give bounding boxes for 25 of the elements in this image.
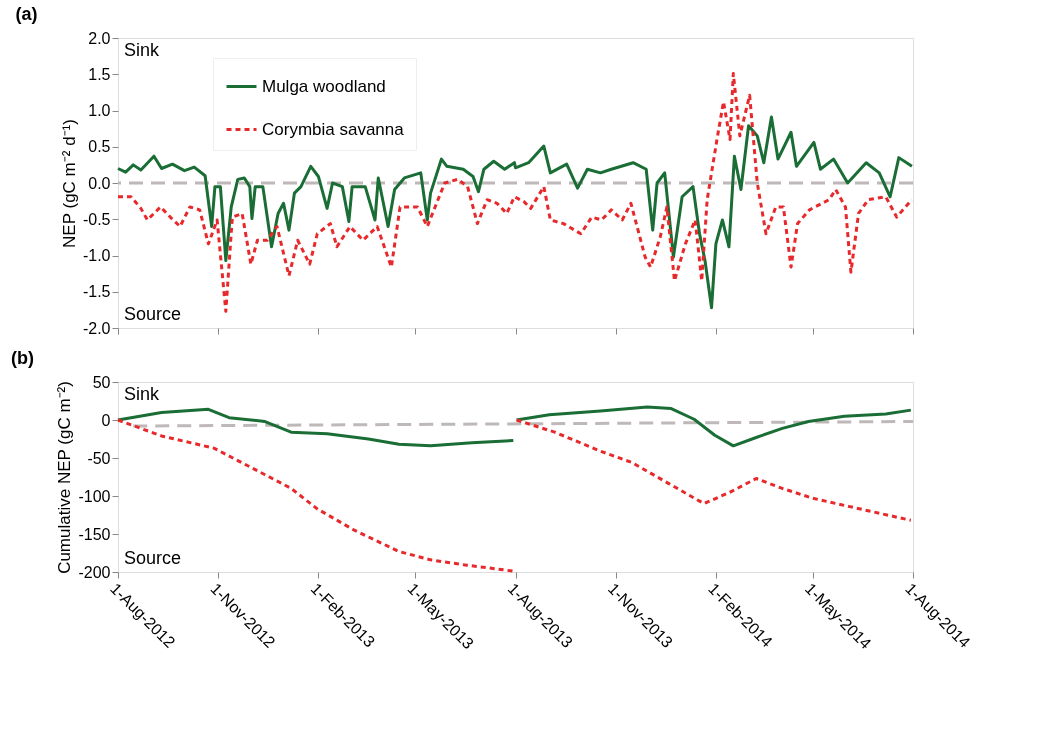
y-tick-label: -1.5: [82, 283, 111, 301]
annotation: Source: [124, 548, 182, 568]
y-tick-label: -50: [87, 449, 111, 467]
legend-label: Mulga woodland: [262, 76, 386, 96]
y-tick-label: -2.0: [82, 319, 111, 337]
y-tick-label: -0.5: [82, 210, 111, 228]
y-tick-label: -1.0: [82, 247, 111, 264]
y-axis-title: NEP (gC m⁻² d⁻¹): [59, 119, 79, 248]
y-tick-label: -100: [78, 487, 111, 505]
y-tick-label: 0: [101, 411, 111, 429]
y-tick-label: 2.0: [88, 29, 111, 47]
legend-label: Corymbia savanna: [262, 119, 405, 139]
annotation: Sink: [124, 40, 161, 60]
y-tick-label: 50: [92, 373, 111, 391]
y-axis-title: Cumulative NEP (gC m⁻²): [55, 381, 75, 574]
chart-title: (b): [10, 348, 34, 368]
annotation: Sink: [124, 384, 161, 404]
y-tick-label: -150: [78, 525, 111, 543]
y-tick-label: 0.5: [88, 138, 111, 156]
y-tick-label: 0.0: [88, 174, 111, 192]
y-tick-label: 1.5: [88, 65, 111, 83]
annotation: Source: [124, 304, 182, 324]
y-tick-label: 1.0: [88, 102, 111, 119]
y-tick-label: -200: [78, 563, 111, 581]
chart-title: (a): [15, 4, 38, 24]
